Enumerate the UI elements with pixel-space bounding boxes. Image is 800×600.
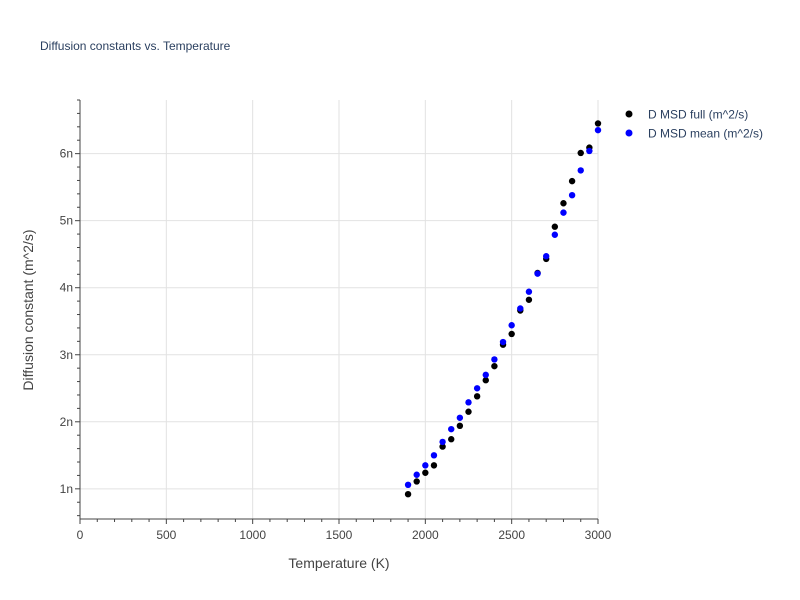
point-msd-full[interactable] <box>422 469 429 476</box>
legend[interactable]: D MSD full (m^2/s) D MSD mean (m^2/s) <box>625 108 763 141</box>
point-msd-mean[interactable] <box>543 253 550 260</box>
x-tick-label: 500 <box>156 528 176 542</box>
point-msd-mean[interactable] <box>517 305 524 312</box>
point-msd-full[interactable] <box>439 443 446 450</box>
legend-label-full: D MSD full (m^2/s) <box>648 108 748 122</box>
point-msd-mean[interactable] <box>456 414 464 421</box>
y-tick-label: 5n <box>60 214 73 228</box>
x-tick-label: 1000 <box>239 528 266 542</box>
point-msd-mean[interactable] <box>525 288 533 295</box>
point-msd-mean[interactable] <box>586 147 593 155</box>
y-tick-label: 3n <box>60 348 73 362</box>
point-msd-full[interactable] <box>568 177 576 185</box>
point-msd-full[interactable] <box>491 362 498 370</box>
point-msd-mean[interactable] <box>577 167 584 174</box>
point-msd-mean[interactable] <box>534 270 541 277</box>
legend-item-full[interactable]: D MSD full (m^2/s) <box>625 108 749 122</box>
point-msd-mean[interactable] <box>499 338 507 346</box>
point-msd-full[interactable] <box>456 422 464 430</box>
y-tick-label: 1n <box>60 482 73 496</box>
point-msd-full[interactable] <box>551 223 559 230</box>
point-msd-mean[interactable] <box>413 471 420 478</box>
axes-layer: 0 500 1000 1500 2000 2500 3000 1n 2n 3n 4n 5n 6n <box>60 99 612 542</box>
x-tick-label: 3000 <box>585 528 612 542</box>
legend-marker-full <box>625 110 633 118</box>
legend-item-mean[interactable]: D MSD mean (m^2/s) <box>625 127 763 141</box>
x-tick-label: 0 <box>77 528 84 542</box>
point-msd-full[interactable] <box>473 393 481 400</box>
y-tick-label: 6n <box>60 147 73 161</box>
point-msd-full[interactable] <box>560 200 567 207</box>
point-msd-mean[interactable] <box>551 231 559 238</box>
point-msd-full[interactable] <box>482 377 489 384</box>
point-msd-mean[interactable] <box>430 452 438 459</box>
point-msd-mean[interactable] <box>439 438 446 446</box>
point-msd-mean[interactable] <box>482 371 489 379</box>
y-tick-label: 4n <box>60 281 73 295</box>
point-msd-mean[interactable] <box>491 356 498 363</box>
chart-title: Diffusion constants vs. Temperature <box>40 39 231 53</box>
point-msd-full[interactable] <box>465 408 472 415</box>
point-msd-mean[interactable] <box>473 385 481 392</box>
point-msd-mean[interactable] <box>465 399 472 406</box>
points-layer[interactable] <box>404 120 602 498</box>
point-msd-full[interactable] <box>508 330 515 338</box>
point-msd-mean[interactable] <box>508 322 515 329</box>
legend-marker-mean <box>625 129 633 137</box>
point-msd-mean[interactable] <box>594 126 602 134</box>
point-msd-mean[interactable] <box>568 191 576 199</box>
x-tick-label: 2000 <box>412 528 439 542</box>
y-axis-title: Diffusion constant (m^2/s) <box>20 229 36 390</box>
point-msd-mean[interactable] <box>448 425 455 433</box>
point-msd-full[interactable] <box>404 490 412 498</box>
legend-label-mean: D MSD mean (m^2/s) <box>648 127 763 141</box>
point-msd-full[interactable] <box>594 120 602 127</box>
x-tick-label: 2500 <box>498 528 525 542</box>
point-msd-mean[interactable] <box>422 462 429 469</box>
x-tick-label: 1500 <box>326 528 353 542</box>
grid-layer <box>80 100 599 519</box>
point-msd-mean[interactable] <box>404 481 412 489</box>
point-msd-full[interactable] <box>430 462 438 469</box>
point-msd-full[interactable] <box>448 436 455 443</box>
point-msd-full[interactable] <box>577 149 584 157</box>
y-tick-label: 2n <box>60 415 73 429</box>
point-msd-full[interactable] <box>413 478 420 485</box>
x-axis-title: Temperature (K) <box>288 555 389 571</box>
point-msd-mean[interactable] <box>560 209 567 216</box>
point-msd-full[interactable] <box>525 296 533 303</box>
